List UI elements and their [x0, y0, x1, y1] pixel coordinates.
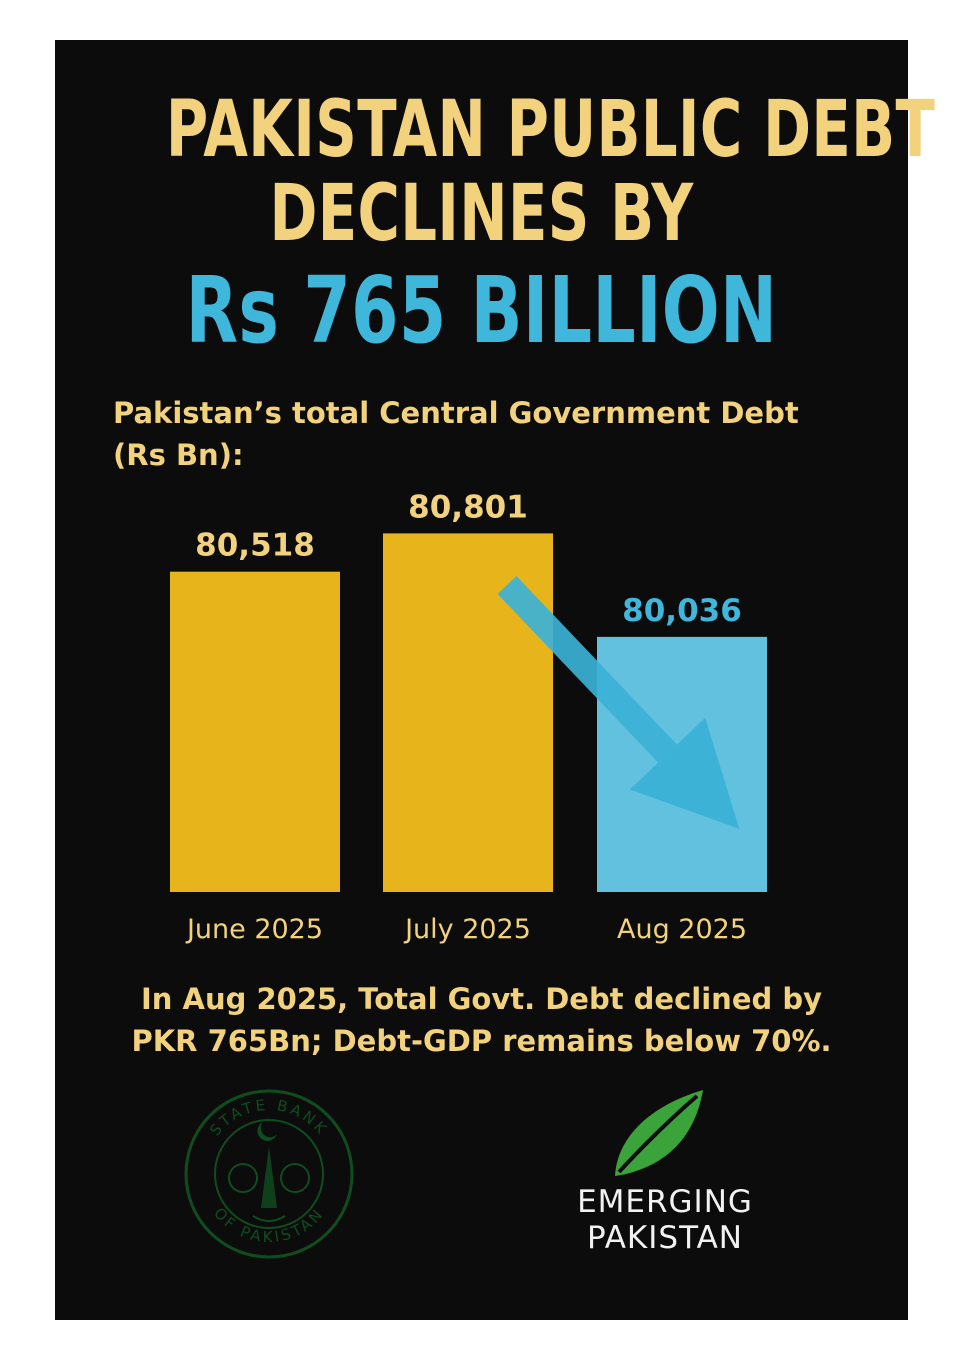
leaf-icon: [615, 1090, 703, 1176]
svg-text:OF PAKISTAN: OF PAKISTAN: [210, 1204, 328, 1246]
category-label: July 2025: [403, 914, 531, 945]
category-label: Aug 2025: [617, 914, 747, 945]
bar-july-2025: [383, 533, 553, 892]
headline-line-2: DECLINES BY: [269, 169, 694, 259]
footnote-line-2: PKR 765Bn; Debt-GDP remains below 70%.: [131, 1024, 832, 1058]
decline-arrow-icon: [497, 576, 740, 829]
brand-name: EMERGING PAKISTAN: [565, 1184, 765, 1256]
brand-line-2: PAKISTAN: [587, 1220, 743, 1256]
bar-value-label: 80,801: [408, 489, 528, 525]
emerging-pakistan-logo: EMERGING PAKISTAN: [565, 1088, 765, 1258]
debt-bar-chart: 80,518 80,801 80,036 June 2025 July 2025 Aug…: [170, 489, 767, 945]
poster: PAKISTAN PUBLIC DEBT DECLINES BY Rs 765 …: [55, 40, 935, 1320]
chart-title: Pakistan’s total Central Government Debt…: [113, 396, 799, 472]
bar-june-2025: [170, 571, 340, 892]
state-bank-seal-icon: STATE BANK OF PAKISTAN: [184, 1089, 354, 1259]
footnote: In Aug 2025, Total Govt. Debt declined b…: [55, 978, 908, 1062]
brand-line-1: EMERGING: [577, 1184, 753, 1220]
category-label: June 2025: [185, 914, 323, 945]
footnote-line-1: In Aug 2025, Total Govt. Debt declined b…: [140, 982, 823, 1016]
bar-value-label: 80,036: [622, 593, 742, 629]
headline-amount: Rs 765 BILLION: [185, 257, 778, 364]
bar-value-label: 80,518: [195, 528, 315, 564]
